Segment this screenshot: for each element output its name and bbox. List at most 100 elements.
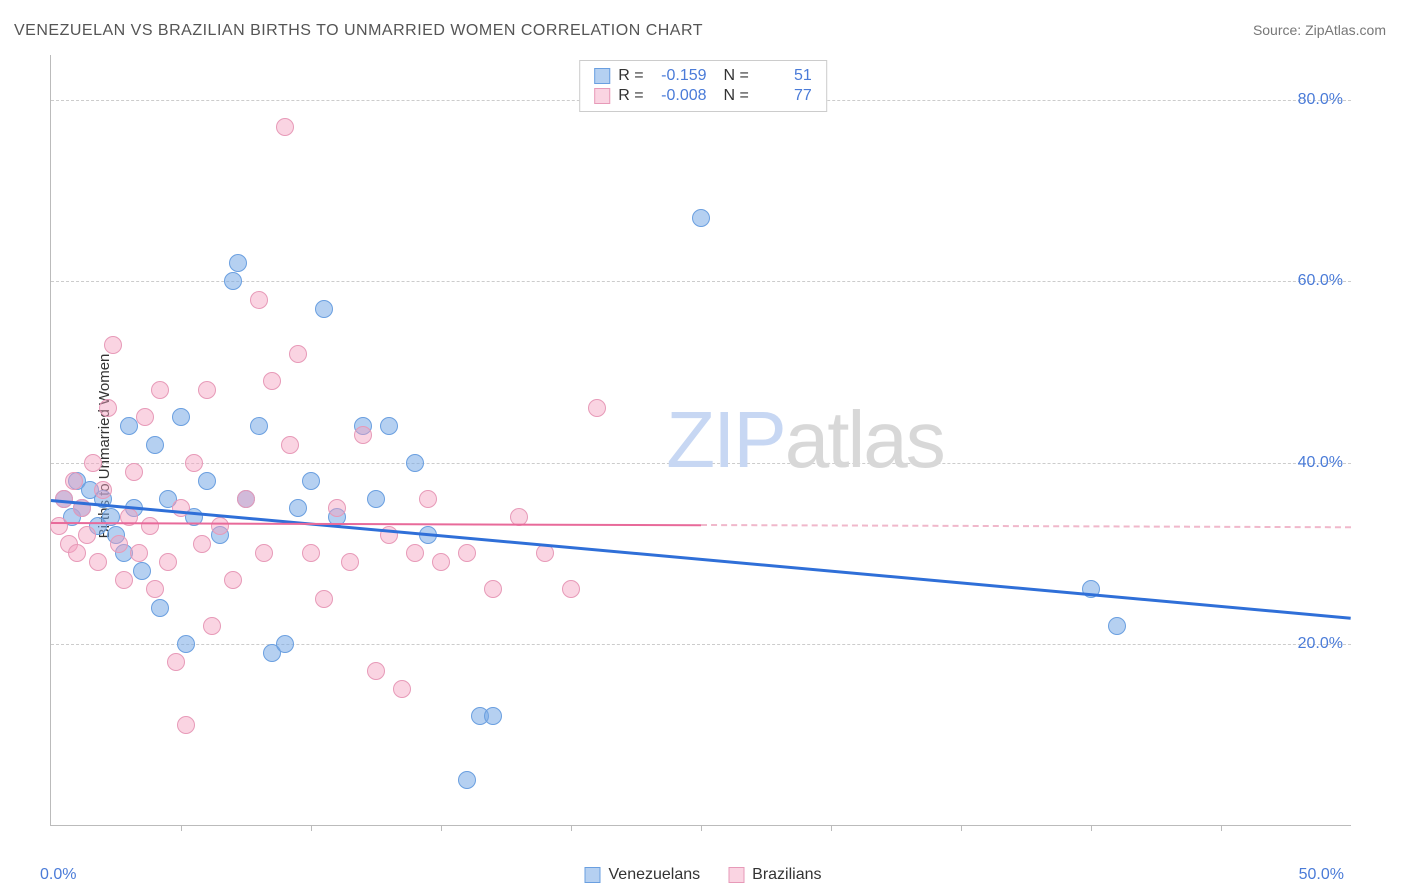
data-point-blue <box>276 635 294 653</box>
data-point-blue <box>198 472 216 490</box>
data-point-pink <box>458 544 476 562</box>
n-label: N = <box>715 67 749 85</box>
data-point-blue <box>302 472 320 490</box>
data-point-pink <box>198 381 216 399</box>
data-point-pink <box>281 436 299 454</box>
data-point-pink <box>167 653 185 671</box>
data-point-pink <box>125 463 143 481</box>
legend-item-venezuelans: Venezuelans <box>585 866 701 884</box>
x-tick-mark <box>1221 825 1222 831</box>
data-point-pink <box>263 372 281 390</box>
chart-container: VENEZUELAN VS BRAZILIAN BIRTHS TO UNMARR… <box>0 0 1406 892</box>
x-axis-max-label: 50.0% <box>1299 866 1344 884</box>
data-point-pink <box>562 580 580 598</box>
y-tick-label: 60.0% <box>1298 272 1343 290</box>
data-point-pink <box>193 535 211 553</box>
data-point-pink <box>237 490 255 508</box>
y-tick-label: 40.0% <box>1298 454 1343 472</box>
gridline <box>51 281 1351 282</box>
watermark-atlas: atlas <box>785 395 944 484</box>
data-point-pink <box>328 499 346 517</box>
data-point-pink <box>315 590 333 608</box>
trend-line <box>701 524 1351 528</box>
data-point-pink <box>354 426 372 444</box>
legend-label-brazilians: Brazilians <box>752 866 821 884</box>
data-point-blue <box>692 209 710 227</box>
data-point-pink <box>177 716 195 734</box>
data-point-pink <box>136 408 154 426</box>
data-point-pink <box>250 291 268 309</box>
data-point-pink <box>78 526 96 544</box>
watermark: ZIPatlas <box>666 394 943 486</box>
data-point-pink <box>203 617 221 635</box>
data-point-blue <box>289 499 307 517</box>
data-point-blue <box>250 417 268 435</box>
n-value-blue: 51 <box>757 67 812 85</box>
data-point-pink <box>65 472 83 490</box>
watermark-zip: ZIP <box>666 395 784 484</box>
x-tick-mark <box>441 825 442 831</box>
x-tick-mark <box>1091 825 1092 831</box>
legend-item-brazilians: Brazilians <box>728 866 821 884</box>
correlation-legend: R = -0.159 N = 51 R = -0.008 N = 77 <box>579 60 827 112</box>
data-point-pink <box>104 336 122 354</box>
trend-line <box>51 499 1351 620</box>
data-point-pink <box>115 571 133 589</box>
data-point-pink <box>211 517 229 535</box>
legend-label-venezuelans: Venezuelans <box>609 866 701 884</box>
data-point-blue <box>367 490 385 508</box>
r-value-pink: -0.008 <box>652 87 707 105</box>
data-point-pink <box>141 517 159 535</box>
data-point-pink <box>89 553 107 571</box>
n-label: N = <box>715 87 749 105</box>
y-tick-label: 80.0% <box>1298 91 1343 109</box>
swatch-blue-icon <box>585 867 601 883</box>
chart-title: VENEZUELAN VS BRAZILIAN BIRTHS TO UNMARR… <box>14 22 703 40</box>
data-point-pink <box>432 553 450 571</box>
y-tick-label: 20.0% <box>1298 635 1343 653</box>
data-point-blue <box>151 599 169 617</box>
x-tick-mark <box>571 825 572 831</box>
data-point-pink <box>255 544 273 562</box>
data-point-blue <box>133 562 151 580</box>
gridline <box>51 463 1351 464</box>
data-point-pink <box>130 544 148 562</box>
data-point-pink <box>367 662 385 680</box>
data-point-blue <box>315 300 333 318</box>
data-point-pink <box>94 481 112 499</box>
data-point-blue <box>172 408 190 426</box>
data-point-pink <box>50 517 68 535</box>
data-point-pink <box>393 680 411 698</box>
x-tick-mark <box>181 825 182 831</box>
source-label: Source: ZipAtlas.com <box>1253 22 1386 38</box>
data-point-pink <box>588 399 606 417</box>
legend-row-brazilians: R = -0.008 N = 77 <box>594 87 812 105</box>
x-axis-min-label: 0.0% <box>40 866 76 884</box>
data-point-pink <box>224 571 242 589</box>
r-label: R = <box>618 87 643 105</box>
data-point-pink <box>302 544 320 562</box>
data-point-pink <box>68 544 86 562</box>
data-point-pink <box>289 345 307 363</box>
data-point-blue <box>458 771 476 789</box>
data-point-blue <box>146 436 164 454</box>
legend-row-venezuelans: R = -0.159 N = 51 <box>594 67 812 85</box>
data-point-pink <box>84 454 102 472</box>
data-point-blue <box>406 454 424 472</box>
data-point-pink <box>185 454 203 472</box>
data-point-blue <box>224 272 242 290</box>
r-label: R = <box>618 67 643 85</box>
data-point-blue <box>1108 617 1126 635</box>
data-point-pink <box>406 544 424 562</box>
data-point-pink <box>341 553 359 571</box>
data-point-pink <box>419 490 437 508</box>
data-point-pink <box>146 580 164 598</box>
x-tick-mark <box>701 825 702 831</box>
data-point-blue <box>177 635 195 653</box>
x-tick-mark <box>831 825 832 831</box>
series-legend: Venezuelans Brazilians <box>585 866 822 884</box>
r-value-blue: -0.159 <box>652 67 707 85</box>
data-point-blue <box>484 707 502 725</box>
data-point-pink <box>484 580 502 598</box>
data-point-pink <box>151 381 169 399</box>
